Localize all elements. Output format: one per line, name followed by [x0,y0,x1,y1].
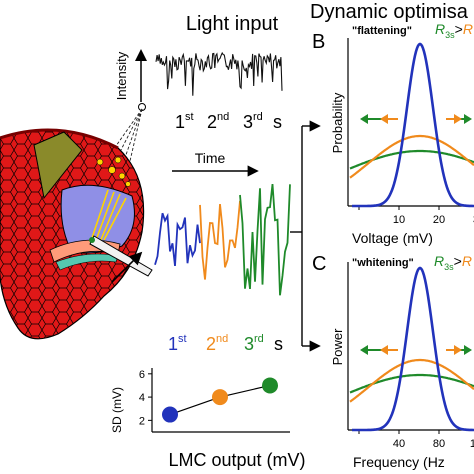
panel-b-x-tick-label: 20 [433,214,445,226]
panel-b-rel-right: R [463,21,473,37]
svg-text:1st: 1st [175,111,194,132]
sd-points [162,377,278,423]
svg-text:1st: 1st [168,333,187,354]
branch-connector [290,120,321,352]
input-second-1-num: 1 [175,112,185,132]
output-seconds: 1st 2nd 3rd s [168,333,283,354]
output-second-1-sup: st [178,333,187,345]
panel-b-x-tick-label: 10 [393,214,405,226]
panel-c-green-curve [349,373,474,394]
sd-y-tick-label: 2 [139,415,145,427]
fly-eye-illustration [0,108,153,340]
panel-b-rel-left: R [435,21,445,37]
sd-y-ticks: 2 4 6 [139,369,152,427]
input-second-1-sup: st [185,111,194,123]
panel-b-y-label: Probability [330,92,345,153]
light-input-title: Light input [186,13,279,35]
output-second-3-sup: rd [254,333,264,345]
panel-b-green-curve [349,149,474,170]
panel-c-letter: C [312,253,326,275]
output-seconds-unit: s [274,334,283,354]
lmc-trace-second-3 [239,184,291,296]
panel-b-blue-curve [352,42,474,208]
input-second-3-num: 3 [243,112,253,132]
intensity-label: Intensity [114,51,129,100]
input-second-2-sup: nd [217,111,229,123]
svg-text:R3s>R: R3s>R [434,253,472,272]
time-label: Time [195,150,226,166]
svg-text:2nd: 2nd [207,111,229,132]
panel-c-arrows [360,345,472,355]
panel-b-x-tick-label: 30 [473,214,474,226]
panel-b-letter: B [312,31,325,53]
panel-c-x-ticks: 40 80 120 [358,430,474,450]
panel-c-rel-right: R [462,253,472,269]
input-seconds: 1st 2nd 3rd s [175,111,282,132]
dynamic-title: Dynamic optimisa [310,1,469,23]
output-second-2-num: 2 [206,334,216,354]
sd-point-1 [162,406,178,423]
panel-c-x-tick-label: 120 [470,438,474,450]
panel-c: "whitening" R3s>R Power 4080120 Frequenc… [330,253,474,470]
output-second-3-num: 3 [244,334,254,354]
panel-b-tag: "flattening" [352,25,412,37]
output-second-1-num: 1 [168,334,178,354]
light-input-trace [155,51,283,96]
input-seconds-unit: s [273,112,282,132]
panel-c-rel-sub: 3s [444,262,454,272]
panel-b-x-label: Voltage (mV) [352,230,433,246]
panel-c-blue-curve [352,266,474,432]
output-second-2-sup: nd [216,333,228,345]
sd-y-label: SD (mV) [110,387,124,433]
svg-text:3rd: 3rd [243,111,263,132]
panel-b-rel-sub: 3s [445,30,455,40]
sd-chart: 2 4 6 SD (mV) [110,368,290,433]
panel-b-x-ticks: 10 20 30 [358,206,474,226]
lmc-output-caption: LMC output (mV) [168,450,305,470]
panel-c-y-label: Power [330,328,345,366]
panel-c-x-tick-label: 80 [433,438,445,450]
svg-text:3rd: 3rd [244,333,264,354]
panel-c-tag: "whitening" [352,257,414,269]
svg-text:R3s>R: R3s>R [435,21,473,40]
panel-b: "flattening" R3s>R Probability 102030 Vo… [330,21,474,246]
panel-b-arrows [360,114,472,124]
lmc-trace-second-1 [154,212,201,266]
sd-y-tick-label: 4 [139,392,145,404]
input-second-3-sup: rd [253,111,263,123]
panel-c-x-tick-label: 40 [393,438,405,450]
svg-text:2nd: 2nd [206,333,228,354]
sd-y-tick-label: 6 [139,369,145,381]
input-second-2-num: 2 [207,112,217,132]
panel-c-orange-curve [349,358,474,403]
panel-b-orange-curve [349,134,474,179]
lmc-trace-second-2 [199,200,241,280]
panel-c-rel-left: R [434,253,444,269]
sd-point-3 [262,377,278,394]
panel-b-rel-op: > [455,21,463,37]
panel-c-x-label: Frequency (Hz [353,454,445,470]
sd-point-2 [212,389,228,406]
panel-c-rel-op: > [454,253,462,269]
